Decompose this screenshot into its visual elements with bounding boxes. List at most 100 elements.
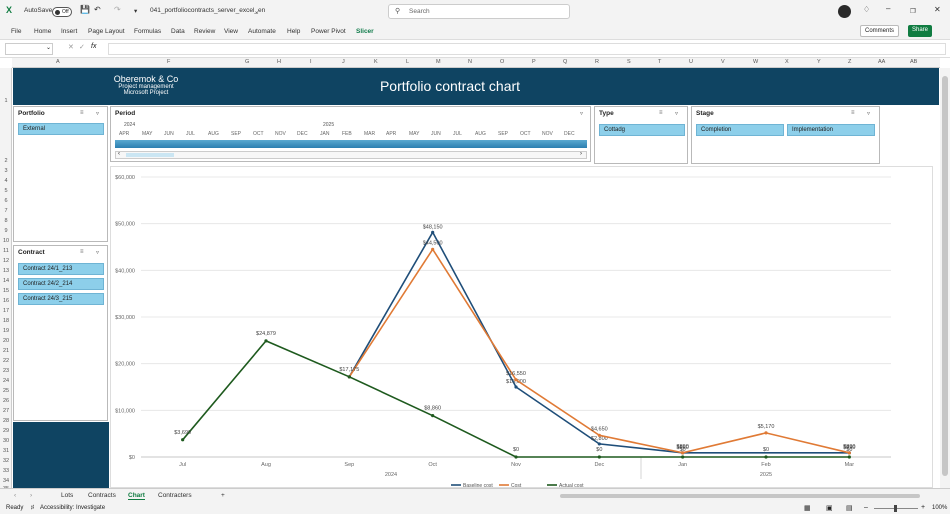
row-header[interactable]: 31 bbox=[2, 448, 10, 454]
row-header[interactable]: 17 bbox=[2, 308, 10, 314]
row-header[interactable]: 12 bbox=[2, 258, 10, 264]
multiselect-icon[interactable]: ≡ bbox=[659, 110, 663, 116]
timeline-month[interactable]: JUN bbox=[164, 131, 174, 137]
slicer-item-implementation[interactable]: Implementation bbox=[787, 124, 875, 136]
column-header[interactable]: Q bbox=[563, 59, 568, 65]
timeline-selection-bar[interactable] bbox=[115, 140, 587, 148]
row-header[interactable]: 23 bbox=[2, 368, 10, 374]
row-header[interactable]: 15 bbox=[2, 288, 10, 294]
clear-filter-icon[interactable]: ▿ bbox=[867, 111, 871, 117]
menu-review[interactable]: Review bbox=[194, 28, 216, 35]
multiselect-icon[interactable]: ≡ bbox=[80, 249, 84, 255]
menu-page-layout[interactable]: Page Layout bbox=[88, 28, 125, 35]
row-header[interactable]: 18 bbox=[2, 318, 10, 324]
vertical-scroll-thumb[interactable] bbox=[942, 76, 948, 476]
column-header[interactable]: X bbox=[785, 59, 789, 65]
column-header[interactable]: J bbox=[342, 59, 345, 65]
share-button[interactable]: Share bbox=[908, 25, 933, 37]
slicer-item-contract[interactable]: Contract 24/2_214 bbox=[18, 278, 104, 290]
menu-formulas[interactable]: Formulas bbox=[134, 28, 162, 35]
row-header[interactable]: 25 bbox=[2, 388, 10, 394]
column-header[interactable]: M bbox=[436, 59, 441, 65]
name-box[interactable] bbox=[5, 43, 53, 55]
column-header[interactable]: R bbox=[595, 59, 599, 65]
multiselect-icon[interactable]: ≡ bbox=[851, 110, 855, 116]
tab-contracts[interactable]: Contracts bbox=[88, 492, 116, 499]
customize-icon[interactable]: ▾ bbox=[134, 8, 138, 15]
next-sheet-icon[interactable]: › bbox=[30, 492, 33, 499]
tab-lots[interactable]: Lots bbox=[61, 492, 74, 499]
column-header[interactable]: V bbox=[721, 59, 725, 65]
row-header[interactable]: 4 bbox=[4, 178, 8, 184]
menu-file[interactable]: File bbox=[11, 28, 22, 35]
column-header[interactable]: U bbox=[689, 59, 693, 65]
column-header[interactable]: AA bbox=[878, 59, 886, 65]
column-header[interactable]: I bbox=[310, 59, 312, 65]
column-header[interactable]: S bbox=[627, 59, 631, 65]
row-header[interactable]: 22 bbox=[2, 358, 10, 364]
clear-filter-icon[interactable]: ▿ bbox=[96, 250, 100, 256]
function-icon[interactable]: fx bbox=[91, 43, 97, 50]
timeline-month[interactable]: JUL bbox=[453, 131, 462, 137]
timeline-month[interactable]: APR bbox=[386, 131, 397, 137]
timeline-month[interactable]: SEP bbox=[498, 131, 509, 137]
row-header[interactable]: 20 bbox=[2, 338, 10, 344]
slicer-item-contract[interactable]: Contract 24/1_213 bbox=[18, 263, 104, 275]
row-header[interactable]: 2 bbox=[4, 158, 8, 164]
column-header[interactable]: F bbox=[167, 59, 171, 65]
timeline-scroll-thumb[interactable] bbox=[126, 153, 174, 157]
timeline-month[interactable]: MAR bbox=[364, 131, 376, 137]
autosave-toggle[interactable]: Off bbox=[52, 7, 72, 17]
name-box-chevron-icon[interactable]: ⌄ bbox=[46, 45, 52, 51]
restore-icon[interactable]: ❐ bbox=[910, 8, 916, 15]
row-header[interactable]: 1 bbox=[4, 98, 8, 104]
zoom-out-icon[interactable]: – bbox=[864, 504, 868, 511]
row-header[interactable]: 19 bbox=[2, 328, 10, 334]
column-header[interactable]: Z bbox=[848, 59, 852, 65]
timeline-month[interactable]: OCT bbox=[253, 131, 264, 137]
diamond-icon[interactable]: ♢ bbox=[863, 5, 871, 14]
close-icon[interactable]: ✕ bbox=[934, 5, 941, 14]
menu-data[interactable]: Data bbox=[171, 28, 185, 35]
column-header[interactable]: K bbox=[374, 59, 378, 65]
row-header[interactable]: 26 bbox=[2, 398, 10, 404]
row-header[interactable]: 6 bbox=[4, 198, 8, 204]
row-header[interactable]: 28 bbox=[2, 418, 10, 424]
zoom-slider-thumb[interactable] bbox=[894, 505, 897, 512]
timeline-month[interactable]: JAN bbox=[320, 131, 330, 137]
row-header[interactable]: 24 bbox=[2, 378, 10, 384]
row-header[interactable]: 16 bbox=[2, 298, 10, 304]
slicer-item-cottadg[interactable]: Cottadg bbox=[599, 124, 685, 136]
timeline-month[interactable]: FEB bbox=[342, 131, 352, 137]
row-header[interactable]: 32 bbox=[2, 458, 10, 464]
formula-input[interactable] bbox=[108, 43, 946, 55]
row-header[interactable]: 34 bbox=[2, 478, 10, 484]
timeline-month[interactable]: NOV bbox=[275, 131, 286, 137]
timeline-month[interactable]: MAY bbox=[409, 131, 420, 137]
undo-icon[interactable]: ↶ bbox=[94, 5, 101, 14]
row-header[interactable]: 11 bbox=[3, 248, 9, 254]
minimize-icon[interactable]: – bbox=[886, 4, 891, 13]
slicer-item-external[interactable]: External bbox=[18, 123, 104, 135]
row-header[interactable]: 3 bbox=[4, 168, 8, 174]
cancel-icon[interactable]: ✕ bbox=[68, 44, 74, 51]
multiselect-icon[interactable]: ≡ bbox=[80, 110, 84, 116]
menu-home[interactable]: Home bbox=[34, 28, 52, 35]
column-header[interactable]: G bbox=[245, 59, 250, 65]
timeline-month[interactable]: SEP bbox=[231, 131, 242, 137]
prev-sheet-icon[interactable]: ‹ bbox=[14, 492, 17, 499]
column-header[interactable]: H bbox=[277, 59, 281, 65]
column-header[interactable]: W bbox=[753, 59, 759, 65]
row-header[interactable]: 30 bbox=[2, 438, 10, 444]
comments-button[interactable]: Comments bbox=[860, 25, 900, 37]
column-header[interactable]: L bbox=[406, 59, 410, 65]
save-icon[interactable]: 💾 bbox=[80, 5, 90, 14]
menu-slicer[interactable]: Slicer bbox=[356, 28, 374, 35]
menu-view[interactable]: View bbox=[224, 28, 238, 35]
column-header[interactable]: O bbox=[500, 59, 505, 65]
page-break-view-icon[interactable]: ▤ bbox=[846, 505, 853, 512]
search-box[interactable]: ⚲ Search bbox=[388, 4, 570, 19]
chevron-down-icon[interactable]: ⌄ bbox=[254, 8, 260, 15]
clear-filter-icon[interactable]: ▿ bbox=[96, 111, 100, 117]
column-header[interactable]: Y bbox=[817, 59, 821, 65]
